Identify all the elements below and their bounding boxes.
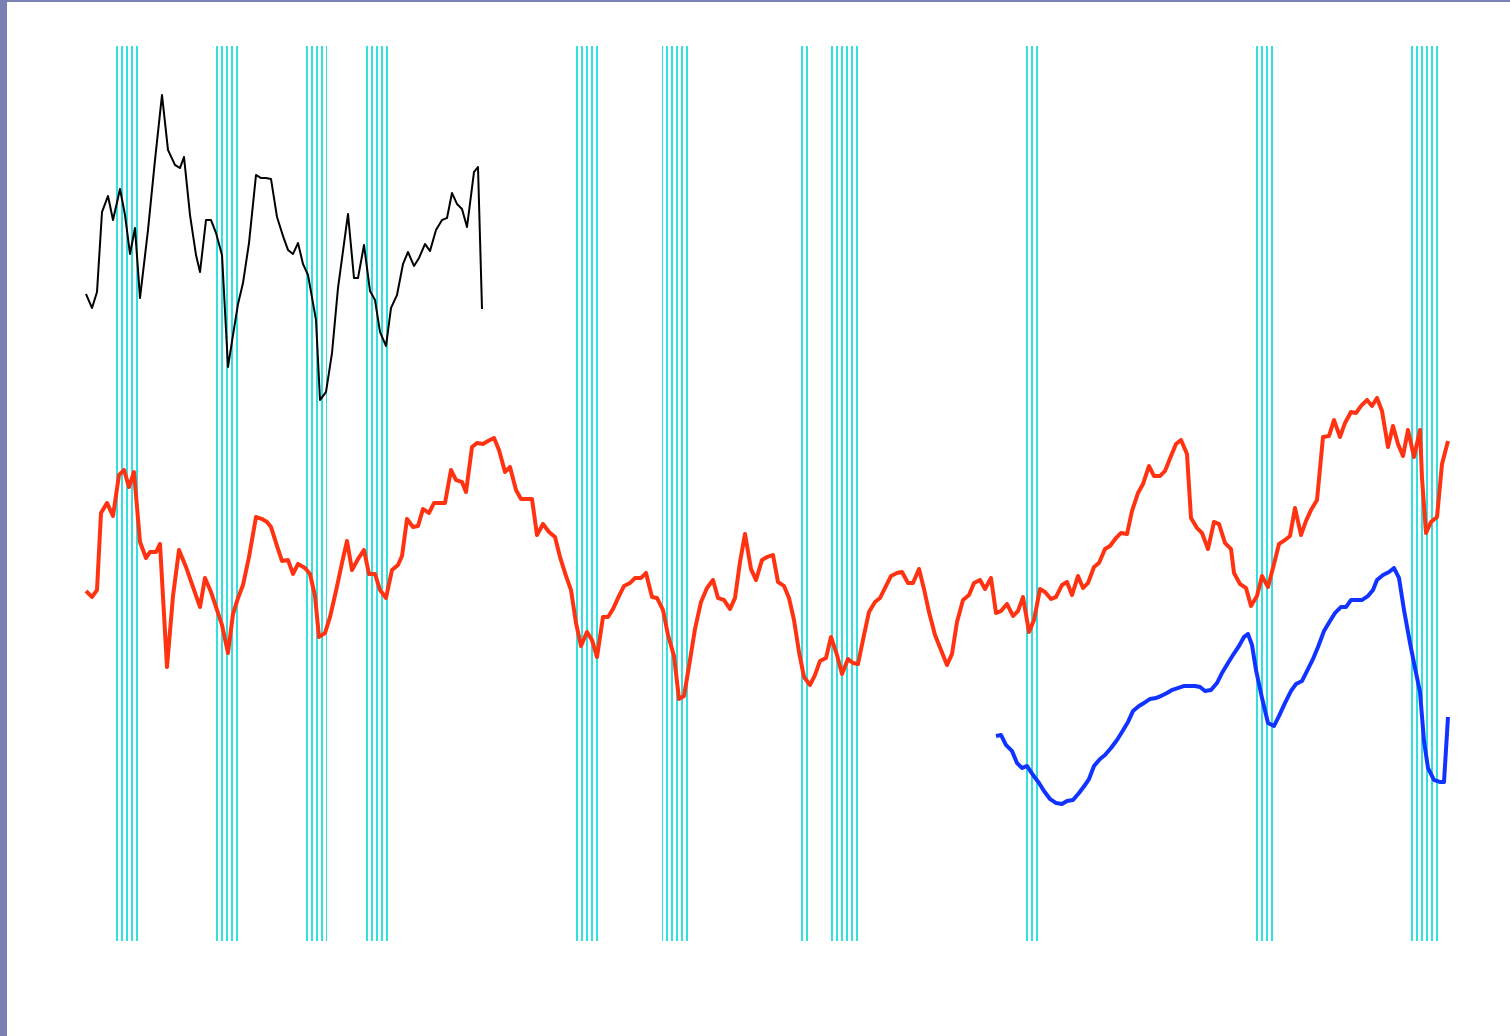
- recession-band: [662, 46, 691, 941]
- recession-band: [306, 46, 327, 941]
- recession-band: [214, 46, 239, 941]
- bands: [116, 46, 1440, 941]
- recession-band: [1256, 46, 1275, 941]
- recession-band: [574, 46, 599, 941]
- left-border: [0, 0, 7, 1036]
- top-border: [0, 0, 1510, 2]
- recession-band: [366, 46, 388, 941]
- lines: [84, 94, 1450, 806]
- recession-band: [798, 46, 811, 941]
- series-line: [84, 396, 1450, 701]
- series-line: [85, 94, 483, 401]
- series-line: [995, 566, 1450, 806]
- recession-band: [830, 46, 861, 941]
- recession-band: [1026, 46, 1041, 941]
